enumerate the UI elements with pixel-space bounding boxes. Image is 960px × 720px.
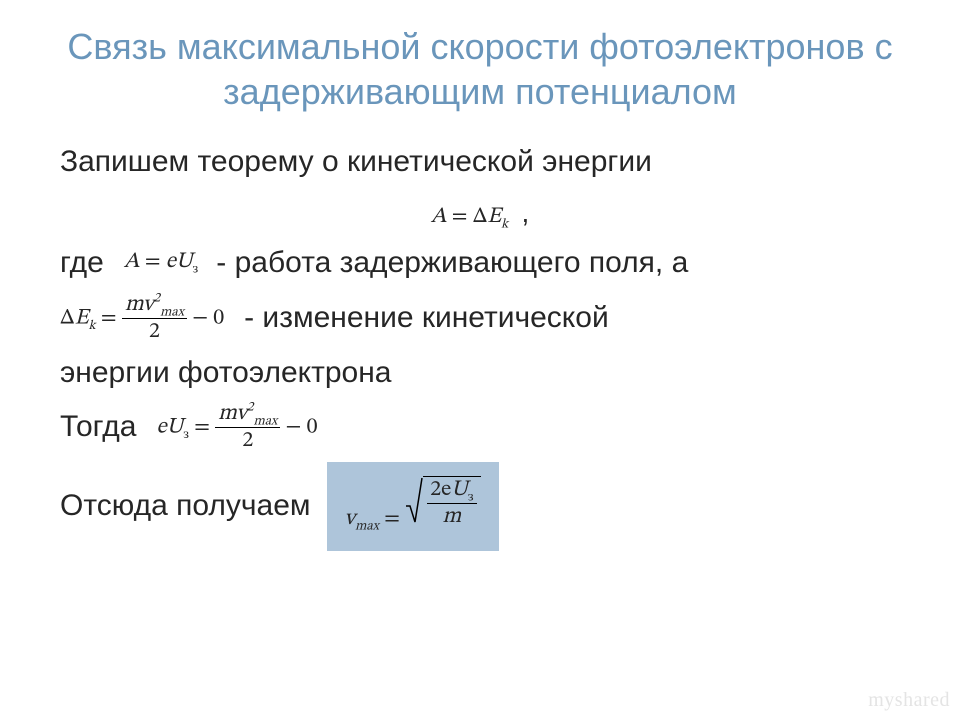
eq4: eUз = mv2max 2 − 0 xyxy=(156,403,317,452)
eq4-num-v: v xyxy=(236,403,247,425)
eq2-A: A xyxy=(124,251,140,273)
res-frac: 2eUз m xyxy=(427,479,476,528)
eq1-E: E xyxy=(487,206,501,228)
res-eq-sign: = xyxy=(379,508,405,530)
line-theorem: Запишем теорему о кинетической энергии xyxy=(60,142,900,183)
eq3-eq: = xyxy=(96,307,122,329)
eq3-num-v: v xyxy=(143,294,154,316)
res-num: 2eUз xyxy=(427,479,476,504)
eq1-punct: , xyxy=(522,197,530,228)
res-sqrt: 2eUз m xyxy=(405,476,480,537)
eq2-e: e xyxy=(166,251,176,273)
eq3-num: mv2max xyxy=(122,294,187,319)
line-deltaE: ΔEk = mv2max 2 − 0 - изменение кинетичес… xyxy=(60,294,900,343)
eq1-lhs: A xyxy=(431,206,447,228)
eq4-num-sup: 2 xyxy=(247,402,254,415)
otsyuda-label: Отсюда получаем xyxy=(60,486,311,527)
line-where: где A = eUз - работа задерживающего поля… xyxy=(60,243,900,284)
res-sub: max xyxy=(355,520,379,533)
line-togda: Тогда eUз = mv2max 2 − 0 xyxy=(60,403,900,452)
eq3-num-sup: 2 xyxy=(154,292,161,305)
res-num-2e: 2e xyxy=(430,479,451,501)
radical-icon xyxy=(405,476,423,524)
res-den: m xyxy=(427,504,476,528)
eq4-zero: 0 xyxy=(307,417,318,439)
slide-title: Связь максимальной скорости фотоэлектрон… xyxy=(60,24,900,114)
eq3-frac: mv2max 2 xyxy=(122,294,187,343)
eq2-sub-z: з xyxy=(193,264,199,277)
equation-theorem: A = ΔEk , xyxy=(60,193,900,234)
eq3-zero: 0 xyxy=(213,307,224,329)
res-num-sub-z: з xyxy=(468,491,474,504)
eq4-minus: − xyxy=(286,417,307,439)
eq1-sub-k: k xyxy=(501,218,508,231)
res-v: v xyxy=(345,508,356,530)
slide: Связь максимальной скорости фотоэлектрон… xyxy=(0,0,960,720)
res-radicand: 2eUз m xyxy=(423,476,480,537)
eq2-U: U xyxy=(176,251,193,273)
eq2: A = eUз xyxy=(124,248,199,278)
eq3-num-sub: max xyxy=(160,306,184,319)
eq3-num-m: m xyxy=(125,294,143,316)
gde-label: где xyxy=(60,243,104,284)
eq3-delta: Δ xyxy=(60,307,75,329)
eq4-e: e xyxy=(156,417,166,439)
eq1: A = ΔEk xyxy=(431,206,514,228)
eq4-den: 2 xyxy=(215,428,280,452)
eq4-U: U xyxy=(167,417,184,439)
result-eq: vmax = 2eUз m xyxy=(345,508,481,530)
eq4-eq: = xyxy=(189,417,215,439)
eq1-eq: = xyxy=(447,206,473,228)
eq4-num-m: m xyxy=(218,403,236,425)
line-result: Отсюда получаем vmax = 2eU xyxy=(60,462,900,551)
eq3-E: E xyxy=(75,307,89,329)
work-text: - работа задерживающего поля, а xyxy=(216,243,688,284)
deltaE-text2-line: энергии фотоэлектрона xyxy=(60,353,900,394)
eq4-frac: mv2max 2 xyxy=(215,403,280,452)
watermark: myshared xyxy=(868,689,950,712)
eq1-delta: Δ xyxy=(473,206,488,228)
eq3: ΔEk = mv2max 2 − 0 xyxy=(60,294,224,343)
deltaE-text1: - изменение кинетической xyxy=(244,298,609,339)
togda-label: Тогда xyxy=(60,407,136,448)
eq3-minus: − xyxy=(192,307,213,329)
slide-body: Запишем теорему о кинетической энергии A… xyxy=(60,142,900,551)
sqrt-sign xyxy=(405,476,423,537)
eq4-num: mv2max xyxy=(215,403,280,428)
result-box: vmax = 2eUз m xyxy=(327,462,499,551)
eq4-num-sub: max xyxy=(253,415,277,428)
eq3-den: 2 xyxy=(122,319,187,343)
res-num-U: U xyxy=(451,479,468,501)
eq2-eq: = xyxy=(140,251,166,273)
eq3-sub-k: k xyxy=(88,320,95,333)
